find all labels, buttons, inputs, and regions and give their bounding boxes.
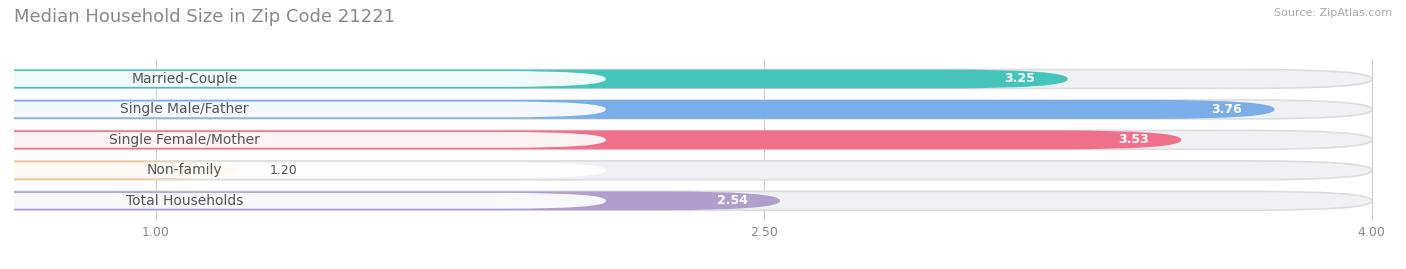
FancyBboxPatch shape bbox=[0, 100, 1372, 119]
FancyBboxPatch shape bbox=[0, 132, 606, 148]
FancyBboxPatch shape bbox=[0, 193, 606, 209]
Text: Single Female/Mother: Single Female/Mother bbox=[108, 133, 260, 147]
FancyBboxPatch shape bbox=[0, 191, 780, 210]
Text: Single Male/Father: Single Male/Father bbox=[120, 102, 249, 116]
FancyBboxPatch shape bbox=[0, 69, 1067, 89]
Text: Total Households: Total Households bbox=[125, 194, 243, 208]
Text: 3.53: 3.53 bbox=[1118, 133, 1149, 146]
FancyBboxPatch shape bbox=[0, 161, 238, 180]
Text: Non-family: Non-family bbox=[146, 163, 222, 177]
FancyBboxPatch shape bbox=[0, 130, 1181, 149]
FancyBboxPatch shape bbox=[0, 191, 1372, 210]
FancyBboxPatch shape bbox=[0, 162, 606, 178]
Text: 2.54: 2.54 bbox=[717, 194, 748, 207]
FancyBboxPatch shape bbox=[0, 71, 606, 87]
FancyBboxPatch shape bbox=[0, 100, 1274, 119]
Text: 1.20: 1.20 bbox=[270, 164, 297, 177]
FancyBboxPatch shape bbox=[0, 161, 1372, 180]
FancyBboxPatch shape bbox=[0, 101, 606, 117]
Text: Source: ZipAtlas.com: Source: ZipAtlas.com bbox=[1274, 8, 1392, 18]
Text: Married-Couple: Married-Couple bbox=[131, 72, 238, 86]
Text: 3.25: 3.25 bbox=[1004, 72, 1035, 86]
Text: Median Household Size in Zip Code 21221: Median Household Size in Zip Code 21221 bbox=[14, 8, 395, 26]
FancyBboxPatch shape bbox=[0, 69, 1372, 89]
FancyBboxPatch shape bbox=[0, 130, 1372, 149]
Text: 3.76: 3.76 bbox=[1211, 103, 1241, 116]
